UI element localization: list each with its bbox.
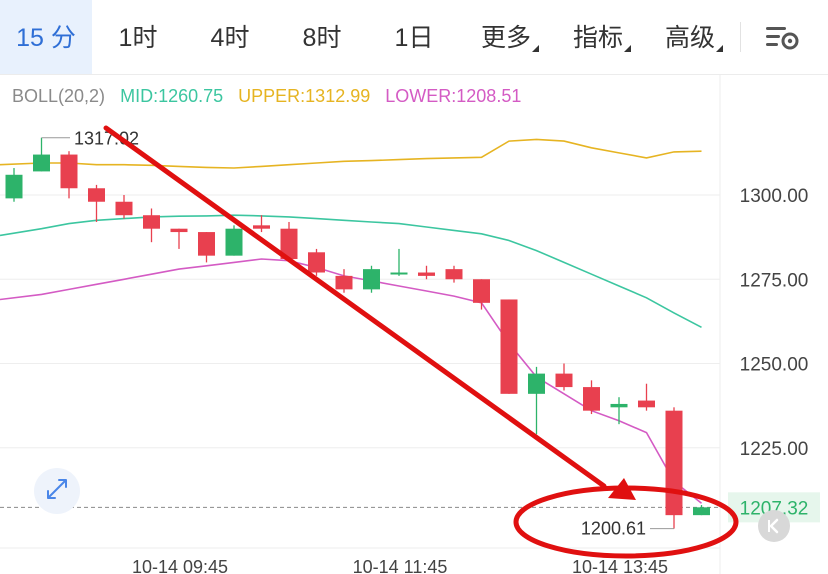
current-price-label: 1207.32 xyxy=(740,498,809,519)
tab-advanced[interactable]: 高级 xyxy=(644,0,736,74)
scroll-to-latest-icon[interactable] xyxy=(758,510,790,542)
tab-8h[interactable]: 8时 xyxy=(276,0,368,74)
low-price-label: 1200.61 xyxy=(581,519,646,539)
candle-body xyxy=(198,232,215,256)
expand-icon[interactable] xyxy=(34,468,80,514)
annotation-ellipse xyxy=(513,485,739,559)
x-tick-label: 10-14 09:45 xyxy=(132,557,228,574)
candle-body xyxy=(473,279,490,303)
y-tick-label: 1300.00 xyxy=(740,186,809,207)
candle-body xyxy=(610,403,628,408)
tab-more[interactable]: 更多 xyxy=(460,0,552,74)
x-tick-label: 10-14 13:45 xyxy=(572,557,668,574)
tab-label: 15 分 xyxy=(16,24,76,52)
boll-legend: BOLL(20,2) MID:1260.75 UPPER:1312.99 LOW… xyxy=(12,86,531,107)
high-price-label: 1317.02 xyxy=(74,129,139,149)
dropdown-corner-icon xyxy=(624,45,631,52)
candle-body xyxy=(528,373,545,394)
candle-body xyxy=(253,225,270,229)
candle-body xyxy=(693,507,710,516)
boll-lower: LOWER:1208.51 xyxy=(385,86,522,106)
boll-upper-line xyxy=(0,138,702,169)
tab-label: 8时 xyxy=(302,24,342,52)
candle-body xyxy=(170,228,188,233)
candle-body xyxy=(60,154,78,189)
tab-1d[interactable]: 1日 xyxy=(368,0,460,74)
candle-body xyxy=(280,228,298,260)
y-tick-label: 1250.00 xyxy=(740,355,809,376)
tab-indicators[interactable]: 指标 xyxy=(552,0,644,74)
tab-label: 高级 xyxy=(664,24,715,52)
annotation-arrow-shaft xyxy=(103,125,607,489)
candle-body xyxy=(88,188,105,202)
candle-body xyxy=(583,387,600,411)
chart-settings-icon[interactable] xyxy=(764,22,800,54)
candle-body xyxy=(143,215,160,229)
dropdown-corner-icon xyxy=(532,45,539,52)
candle-body xyxy=(665,410,683,516)
timeframe-tab-bar: 15 分 1时 4时 8时 1日 更多 指标 高级 xyxy=(0,0,828,75)
tab-15min[interactable]: 15 分 xyxy=(0,0,92,74)
candle-body xyxy=(225,228,243,256)
candle-body xyxy=(115,201,133,216)
candle-body xyxy=(555,373,573,388)
tab-label: 1时 xyxy=(118,24,158,52)
tab-label: 更多 xyxy=(480,24,531,52)
candle-body xyxy=(363,269,380,290)
candle-body xyxy=(33,154,50,172)
tab-4h[interactable]: 4时 xyxy=(184,0,276,74)
dropdown-corner-icon xyxy=(716,45,723,52)
candle-body xyxy=(5,174,23,199)
candle-body xyxy=(308,252,325,273)
tab-1h[interactable]: 1时 xyxy=(92,0,184,74)
y-tick-label: 1225.00 xyxy=(740,439,809,460)
candle-body xyxy=(500,299,518,394)
tab-divider xyxy=(740,22,741,52)
tab-label: 1日 xyxy=(394,24,434,52)
candle-body xyxy=(445,269,463,280)
y-tick-label: 1275.00 xyxy=(740,270,809,291)
tab-label: 指标 xyxy=(572,24,623,52)
boll-lower-line xyxy=(0,258,702,504)
boll-mid: MID:1260.75 xyxy=(120,86,224,106)
boll-upper: UPPER:1312.99 xyxy=(238,86,371,106)
boll-name: BOLL(20,2) xyxy=(12,86,106,106)
tab-label: 4时 xyxy=(210,24,250,52)
candle-body xyxy=(638,400,655,408)
candle-body xyxy=(390,272,408,275)
boll-mid-line xyxy=(0,214,702,329)
candle-body xyxy=(418,272,435,276)
candle-body xyxy=(335,275,353,290)
x-tick-label: 10-14 11:45 xyxy=(353,557,448,574)
